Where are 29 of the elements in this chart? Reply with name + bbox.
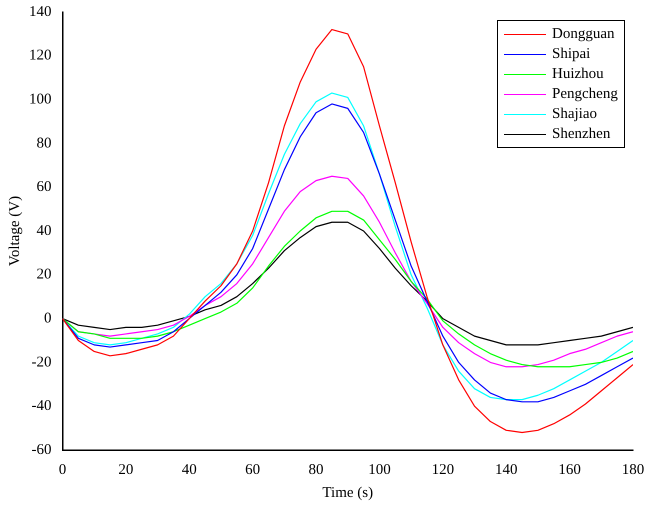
legend-label: Huizhou	[552, 65, 604, 84]
y-tick-label: -20	[32, 354, 52, 370]
y-axis-title: Voltage (V)	[6, 196, 23, 266]
x-tick-label: 80	[308, 462, 324, 478]
x-tick-label: 100	[368, 462, 391, 478]
y-tick-label: 20	[36, 266, 52, 283]
y-tick-label: 40	[36, 222, 52, 239]
y-tick-label: 0	[44, 310, 52, 327]
y-tick-label: 80	[36, 135, 52, 152]
x-axis-title: Time (s)	[322, 484, 374, 501]
y-tick-label: 60	[36, 179, 52, 196]
x-tick-label: 160	[558, 462, 581, 478]
legend-label: Dongguan	[552, 25, 614, 44]
x-tick-label: 40	[182, 462, 197, 478]
legend-label: Shajiao	[552, 105, 597, 124]
y-tick-label: -40	[32, 398, 52, 414]
x-tick-label: 120	[432, 462, 454, 478]
legend-label: Shenzhen	[552, 125, 610, 144]
legend-label: Shipai	[552, 45, 590, 64]
y-tick-label: 100	[29, 92, 52, 108]
y-tick-label: 140	[29, 4, 52, 20]
x-tick-label: 0	[58, 462, 66, 478]
y-tick-label: 120	[29, 48, 52, 64]
x-tick-label: 60	[245, 462, 260, 478]
x-tick-label: 20	[118, 462, 134, 478]
x-tick-label: 140	[494, 462, 518, 478]
y-tick-label: -60	[32, 442, 52, 458]
legend-label: Pengcheng	[552, 85, 618, 104]
x-tick-label: 180	[622, 462, 644, 478]
